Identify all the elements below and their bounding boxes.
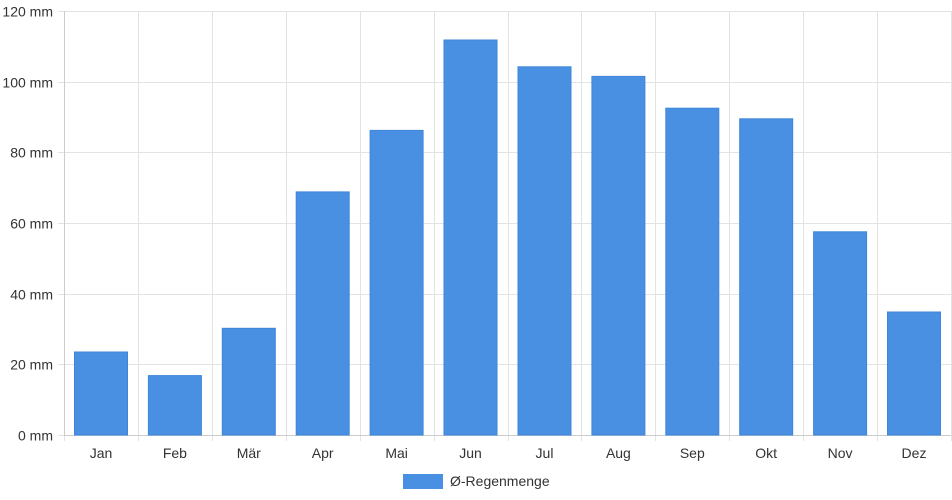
y-tick-label: 60 mm bbox=[10, 216, 53, 232]
legend-label[interactable]: Ø-Regenmenge bbox=[450, 473, 550, 489]
y-tick-label: 20 mm bbox=[10, 357, 53, 373]
bar-apr[interactable] bbox=[295, 191, 350, 436]
x-tick-label: Sep bbox=[680, 445, 705, 461]
bar-feb[interactable] bbox=[147, 375, 202, 436]
y-tick-label: 100 mm bbox=[2, 75, 53, 91]
y-tick-label: 40 mm bbox=[10, 287, 53, 303]
x-tick-label: Okt bbox=[755, 445, 777, 461]
x-tick-label: Nov bbox=[828, 445, 853, 461]
x-tick-label: Aug bbox=[606, 445, 631, 461]
bar-aug[interactable] bbox=[591, 75, 646, 436]
x-tick-label: Mai bbox=[385, 445, 408, 461]
x-tick-label: Jul bbox=[536, 445, 554, 461]
x-tick-label: Jan bbox=[90, 445, 113, 461]
bar-jun[interactable] bbox=[443, 39, 498, 436]
x-tick-label: Apr bbox=[312, 445, 334, 461]
y-axis: 0 mm 20 mm 40 mm 60 mm 80 mm 100 mm 120 mm bbox=[2, 4, 53, 444]
y-tick-label: 80 mm bbox=[10, 145, 53, 161]
bar-series bbox=[74, 39, 941, 436]
y-tick-label: 120 mm bbox=[2, 4, 53, 20]
grid-lines bbox=[58, 11, 952, 441]
x-tick-label: Dez bbox=[902, 445, 927, 461]
bar-nov[interactable] bbox=[813, 231, 868, 436]
bar-dez[interactable] bbox=[887, 311, 941, 436]
bar-jul[interactable] bbox=[517, 66, 572, 436]
bar-okt[interactable] bbox=[739, 118, 794, 436]
x-tick-label: Jun bbox=[459, 445, 482, 461]
legend-swatch[interactable] bbox=[403, 474, 443, 489]
x-tick-label: Mär bbox=[237, 445, 261, 461]
legend[interactable]: Ø-Regenmenge bbox=[403, 473, 550, 489]
y-tick-label: 0 mm bbox=[18, 428, 53, 444]
bar-jan[interactable] bbox=[74, 351, 128, 436]
bar-mai[interactable] bbox=[369, 129, 424, 436]
bar-sep[interactable] bbox=[665, 107, 720, 436]
x-tick-label: Feb bbox=[163, 445, 187, 461]
x-axis: Jan Feb Mär Apr Mai Jun Jul Aug Sep Okt Nov Dez bbox=[90, 445, 927, 461]
bar-mär[interactable] bbox=[221, 327, 276, 436]
